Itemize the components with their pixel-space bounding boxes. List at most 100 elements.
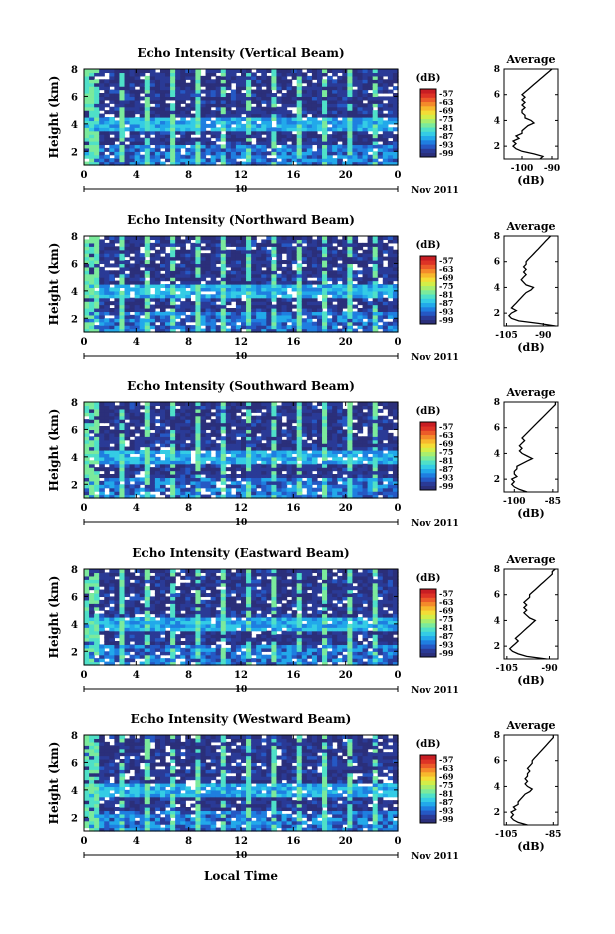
heatmap-cell [99, 284, 105, 288]
heatmap-cell [119, 270, 125, 274]
heatmap-cell [170, 103, 176, 107]
heatmap-cell [312, 419, 318, 423]
heatmap-cell [368, 100, 374, 104]
heatmap-cell [388, 257, 394, 261]
heatmap-cell [246, 453, 252, 457]
heatmap-cell [200, 305, 206, 309]
heatmap-cell [175, 93, 181, 97]
heatmap-cell [94, 72, 100, 76]
heatmap-cell [312, 267, 318, 271]
heatmap-cell [271, 305, 277, 309]
heatmap-cell [378, 474, 384, 478]
heatmap-cell [373, 257, 379, 261]
heatmap-cell [190, 114, 196, 118]
y-tick-label: 4 [71, 120, 78, 131]
heatmap-cell [342, 318, 348, 322]
heatmap-cell [155, 110, 161, 114]
heatmap-cell [231, 250, 237, 254]
heatmap-cell [175, 158, 181, 162]
heatmap-cell [378, 263, 384, 267]
heatmap-cell [266, 433, 272, 437]
heatmap-cell [145, 402, 151, 406]
heatmap-cell [357, 426, 363, 430]
heatmap-cell [125, 117, 131, 121]
heatmap-cell [200, 260, 206, 264]
heatmap-cell [297, 267, 303, 271]
heatmap-cell [297, 138, 303, 142]
heatmap-cell [114, 257, 120, 261]
colorbar-swatch [420, 140, 436, 145]
heatmap-cell [337, 294, 343, 298]
heatmap-cell [266, 305, 272, 309]
heatmap-cell [155, 402, 161, 406]
heatmap-cell [383, 267, 389, 271]
heatmap-cell [236, 117, 242, 121]
heatmap-cell [388, 100, 394, 104]
heatmap-cell [266, 471, 272, 475]
heatmap-cell [378, 429, 384, 433]
heatmap-cell [312, 243, 318, 247]
heatmap-cell [332, 90, 338, 94]
heatmap-cell [231, 253, 237, 257]
heatmap-cell [276, 243, 282, 247]
heatmap-cell [297, 477, 303, 481]
heatmap-cell [150, 426, 156, 430]
heatmap-cell [231, 277, 237, 281]
heatmap-cell [206, 325, 212, 329]
heatmap-cell [226, 457, 232, 461]
heatmap-cell [150, 260, 156, 264]
heatmap-cell [145, 460, 151, 464]
heatmap-cell [287, 460, 293, 464]
heatmap-cell [287, 243, 293, 247]
heatmap-cell [337, 315, 343, 319]
heatmap-cell [363, 253, 369, 257]
heatmap-cell [246, 436, 252, 440]
heatmap-cell [292, 491, 298, 495]
heatmap-cell [282, 243, 288, 247]
y-tick-label: 2 [71, 314, 78, 325]
heatmap-cell [185, 426, 191, 430]
heatmap-cell [282, 110, 288, 114]
heatmap-cell [282, 260, 288, 264]
heatmap-cell [170, 426, 176, 430]
heatmap-cell [383, 447, 389, 451]
heatmap-cell [256, 464, 262, 468]
panel-0: Echo Intensity (Vertical Beam)2468Height… [47, 46, 560, 196]
heatmap-cell [388, 460, 394, 464]
heatmap-cell [368, 433, 374, 437]
heatmap-cell [236, 120, 242, 124]
heatmap-cell [373, 277, 379, 281]
heatmap-cell [266, 447, 272, 451]
heatmap-cell [119, 423, 125, 427]
heatmap-cell [94, 110, 100, 114]
heatmap-cell [84, 325, 90, 329]
colorbar-swatch [420, 452, 436, 457]
heatmap-cell [94, 453, 100, 457]
heatmap-cell [307, 100, 313, 104]
heatmap-cell [383, 419, 389, 423]
heatmap-cell [140, 236, 146, 240]
heatmap-cell [282, 236, 288, 240]
heatmap-cell [373, 287, 379, 291]
heatmap-cell [332, 409, 338, 413]
heatmap-cell [287, 239, 293, 243]
heatmap-cell [170, 429, 176, 433]
heatmap-cell [347, 151, 353, 155]
heatmap-cell [297, 457, 303, 461]
heatmap-cell [206, 158, 212, 162]
heatmap-cell [327, 284, 333, 288]
heatmap-cell [337, 318, 343, 322]
heatmap-cell [195, 281, 201, 285]
heatmap-cell [150, 281, 156, 285]
heatmap-cell [261, 467, 267, 471]
heatmap-cell [266, 236, 272, 240]
heatmap-cell [109, 127, 115, 131]
heatmap-cell [160, 138, 166, 142]
heatmap-cell [145, 412, 151, 416]
heatmap-cell [327, 76, 333, 80]
heatmap-cell [170, 294, 176, 298]
average-y-tick-label: 4 [494, 283, 500, 293]
heatmap-cell [266, 419, 272, 423]
heatmap-cell [185, 291, 191, 295]
heatmap-cell [231, 412, 237, 416]
